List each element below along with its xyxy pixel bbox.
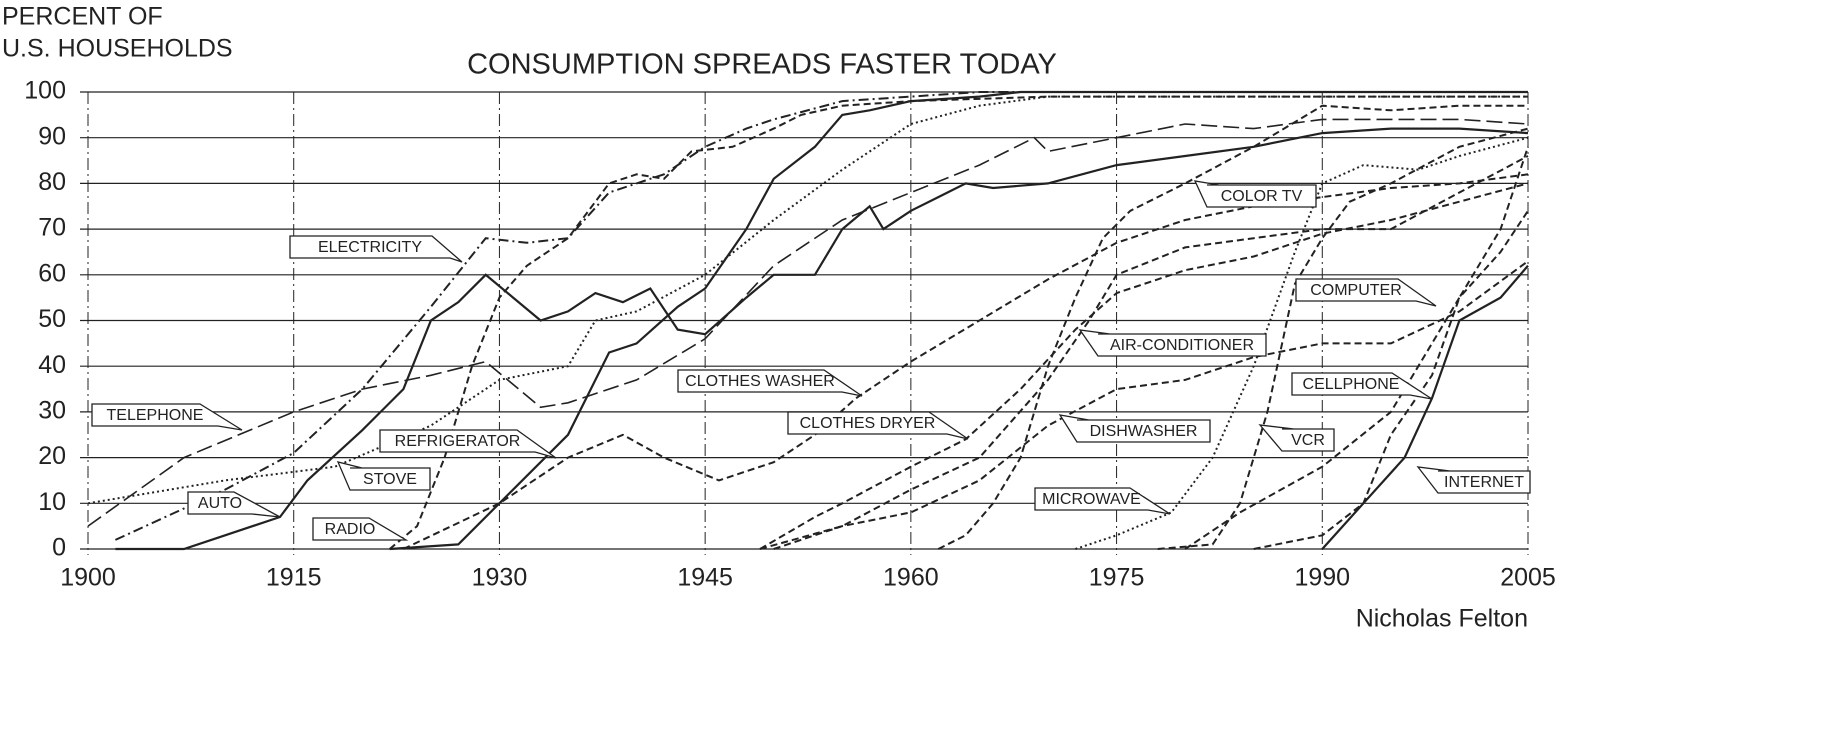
label-callout	[289, 235, 463, 263]
series-label: INTERNET	[1444, 474, 1524, 491]
x-tick-label: 1960	[883, 564, 939, 592]
label-callout	[1078, 329, 1267, 357]
series-label: ELECTRICITY	[318, 239, 422, 256]
y-tick-label: 0	[52, 534, 66, 562]
label-callout	[1416, 466, 1531, 494]
label-callout	[187, 491, 281, 518]
series-line	[1157, 127, 1529, 550]
series-line	[87, 95, 1528, 505]
series-label: VCR	[1291, 432, 1325, 449]
label-callout	[677, 369, 863, 397]
label-callout	[379, 429, 557, 459]
series-line	[759, 182, 1529, 550]
label-callout	[787, 411, 969, 440]
chart-title: CONSUMPTION SPREADS FASTER TODAY	[467, 49, 1057, 81]
series-label: STOVE	[363, 471, 417, 488]
series-label: COMPUTER	[1310, 282, 1402, 299]
label-callout	[1058, 414, 1211, 443]
series-line	[1075, 136, 1529, 550]
series-label: COLOR TV	[1221, 188, 1303, 205]
label-callout	[1295, 278, 1437, 307]
series-line	[1321, 264, 1529, 550]
series-line	[115, 127, 1529, 551]
series-line	[402, 173, 1529, 550]
series-label: RADIO	[325, 521, 376, 538]
series-label: MICROWAVE	[1042, 491, 1141, 508]
y-tick-label: 20	[38, 442, 66, 470]
label-callout	[312, 517, 409, 541]
y-tick-label: 70	[38, 214, 66, 242]
series-label: CLOTHES WASHER	[685, 373, 835, 390]
y-tick-label: 30	[38, 397, 66, 425]
y-tick-label: 40	[38, 351, 66, 379]
y-tick-label: 90	[38, 122, 66, 150]
series-label: AUTO	[198, 495, 242, 512]
x-tick-label: 1930	[472, 564, 528, 592]
series-line	[1184, 210, 1529, 550]
series-line	[1253, 146, 1529, 550]
series-label: DISHWASHER	[1090, 423, 1198, 440]
x-tick-label: 2005	[1500, 564, 1556, 592]
series-line	[389, 95, 1528, 550]
x-tick-label: 1915	[266, 564, 322, 592]
label-callout	[1291, 372, 1433, 400]
y-tick-label: 10	[38, 488, 66, 516]
y-tick-label: 60	[38, 259, 66, 287]
y-axis-label: U.S. HOUSEHOLDS	[2, 35, 233, 63]
y-tick-label: 80	[38, 168, 66, 196]
series-line	[759, 155, 1529, 550]
x-tick-label: 1900	[60, 564, 116, 592]
series-line	[773, 260, 1529, 550]
label-callout	[1193, 180, 1317, 208]
series-label: TELEPHONE	[107, 407, 204, 424]
x-tick-label: 1975	[1089, 564, 1145, 592]
label-callout	[91, 403, 243, 431]
label-callout	[1034, 487, 1171, 515]
credit: Nicholas Felton	[1356, 605, 1528, 633]
label-callout	[1258, 424, 1335, 452]
series-label: AIR-CONDITIONER	[1110, 337, 1254, 354]
y-axis-label: PERCENT OF	[2, 3, 163, 31]
x-tick-label: 1990	[1294, 564, 1350, 592]
x-tick-label: 1945	[677, 564, 733, 592]
series-label: CLOTHES DRYER	[800, 415, 936, 432]
series-label: CELLPHONE	[1303, 376, 1400, 393]
y-tick-label: 50	[38, 305, 66, 333]
series-line	[114, 91, 1528, 541]
y-tick-label: 100	[24, 77, 66, 105]
label-callout	[336, 461, 431, 491]
series-line	[937, 104, 1528, 550]
series-label: REFRIGERATOR	[395, 433, 521, 450]
